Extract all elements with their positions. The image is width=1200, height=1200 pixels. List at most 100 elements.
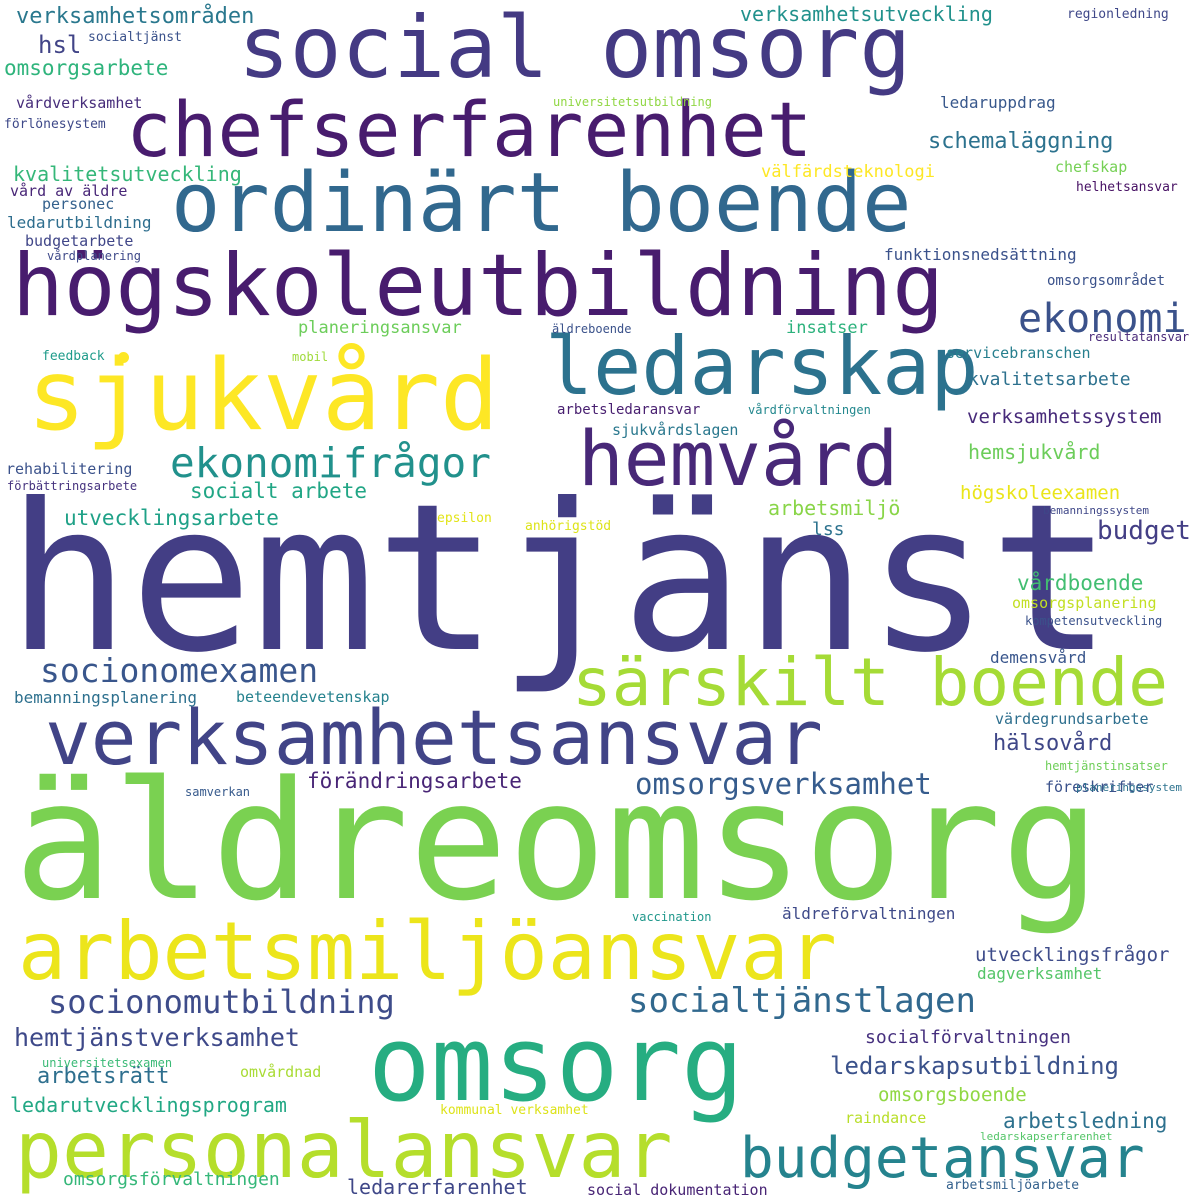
cloud-word-vardforvaltningen: vårdförvaltningen (748, 403, 871, 417)
cloud-word-omsorgsboende: omsorgsboende (878, 1084, 1027, 1106)
cloud-word-kommunal-verksamhet: kommunal verksamhet (440, 1103, 589, 1118)
cloud-word-vardegrundsarbete: värdegrundsarbete (995, 710, 1149, 728)
cloud-word-ledarutbildning: ledarutbildning (7, 213, 152, 232)
cloud-word-vard-av-aldre: vård av äldre (10, 182, 128, 200)
cloud-word-ekonomifragor: ekonomifrågor (170, 439, 491, 487)
cloud-word-ledarskapserfarenhet: ledarskapserfarenhet (980, 1130, 1113, 1143)
cloud-word-ledarskap: ledarskap (545, 320, 979, 413)
cloud-word-aldreomsorg: äldreomsorg (14, 746, 1101, 937)
cloud-word-socionomutbildning: socionomutbildning (48, 983, 395, 1021)
cloud-word-dagverksamhet: dagverksamhet (977, 964, 1103, 983)
cloud-word-ledaruppdrag: ledaruppdrag (940, 93, 1056, 112)
cloud-word-omsorg: omsorg (368, 1003, 744, 1125)
cloud-word-sjukvardslagen: sjukvårdslagen (612, 421, 739, 439)
cloud-word-mobil: mobil (292, 350, 329, 364)
cloud-word-raindance: raindance (845, 1109, 927, 1127)
cloud-word-aldreboende: äldreboende (552, 322, 632, 336)
cloud-word-hemvard: hemvård (578, 414, 899, 503)
cloud-word-socionomexamen: socionomexamen (40, 651, 319, 690)
cloud-word-feedback: feedback (42, 349, 105, 364)
cloud-word-socialtjanstlagen: socialtjänstlagen (628, 981, 976, 1021)
cloud-word-ledarerfarenhet: ledarerfarenhet (347, 1175, 528, 1199)
cloud-word-omvardnad: omvårdnad (240, 1063, 322, 1081)
cloud-word-sjukvard: sjukvård (27, 339, 500, 453)
cloud-word-socialtjanst: socialtjänst (88, 30, 182, 45)
cloud-word-ekonomi: ekonomi (1018, 296, 1187, 342)
cloud-word-forbattringsarbete: förbättringsarbete (7, 479, 138, 493)
cloud-word-social-omsorg: social omsorg (238, 0, 912, 98)
cloud-word-universitetsexamen: universitetsexamen (42, 1056, 173, 1070)
cloud-word-schemalaggning: schemaläggning (928, 129, 1114, 154)
cloud-word-budgetansvar: budgetansvar (740, 1126, 1145, 1191)
cloud-word-halsovard: hälsovård (993, 731, 1113, 756)
cloud-word-arbetsledning: arbetsledning (1003, 1109, 1168, 1133)
cloud-word-arbetsmiljoarbete: arbetsmiljöarbete (946, 1178, 1080, 1193)
cloud-word-kompetensutveckling: kompetensutveckling (1025, 614, 1163, 628)
cloud-word-hogskoleutbildning: högskoleutbildning (12, 236, 944, 336)
cloud-word-vaccination: vaccination (632, 910, 712, 924)
decorative-dot (118, 352, 129, 363)
cloud-word-utvecklingsarbete: utvecklingsarbete (64, 506, 279, 530)
cloud-word-epsilon: epsilon (437, 511, 492, 526)
cloud-word-hsl: hsl (38, 31, 82, 59)
cloud-word-hemtjanstinsatser: hemtjänstinsatser (1045, 759, 1168, 773)
cloud-word-utvecklingsfragor: utvecklingsfrågor (975, 944, 1170, 966)
cloud-word-lss: lss (812, 519, 845, 540)
cloud-word-ledarutvecklingsprogram: ledarutvecklingsprogram (10, 1093, 287, 1117)
cloud-word-arbetsmiljo: arbetsmiljö (768, 496, 901, 520)
cloud-word-kvalitetsarbete: kvalitetsarbete (968, 369, 1131, 390)
cloud-word-verksamhetsansvar: verksamhetsansvar (45, 693, 823, 782)
cloud-word-personec: personec (42, 195, 115, 213)
cloud-word-aldreforvaltningen: äldreförvaltningen (782, 904, 956, 923)
cloud-word-verksamhetsomraden: verksamhetsområden (16, 4, 255, 29)
cloud-word-social-dokumentation: social dokumentation (587, 1181, 768, 1199)
cloud-word-hemtjanstverksamhet: hemtjänstverksamhet (14, 1023, 300, 1052)
cloud-word-helhetsansvar: helhetsansvar (1076, 180, 1178, 195)
cloud-word-hemtjanst: hemtjänst (7, 461, 1113, 698)
cloud-word-socialforvaltningen: socialförvaltningen (865, 1027, 1071, 1048)
cloud-word-arbetsratt: arbetsrätt (37, 1064, 170, 1089)
cloud-word-hogskoleexamen: högskoleexamen (960, 482, 1121, 504)
cloud-word-beteendevetenskap: beteendevetenskap (236, 688, 390, 706)
cloud-word-valfardsteknologi: välfärdsteknologi (761, 162, 935, 182)
cloud-word-servicebranschen: servicebranschen (946, 344, 1091, 362)
cloud-word-funktionsnedsattning: funktionsnedsättning (884, 245, 1077, 264)
cloud-word-verksamhetssystem: verksamhetssystem (967, 406, 1162, 428)
cloud-word-vardplanering: vårdplanering (47, 249, 141, 263)
cloud-word-socialt-arbete: socialt arbete (190, 479, 368, 503)
cloud-word-bemanningssystem: bemanningssystem (1043, 504, 1149, 517)
cloud-word-forlonesystem: förlönesystem (4, 117, 106, 132)
cloud-word-forandringsarbete: förändringsarbete (307, 769, 522, 793)
cloud-word-samverkan: samverkan (185, 785, 251, 799)
cloud-word-demensvard: demensvård (990, 648, 1087, 667)
cloud-word-bemanningsplanering: bemanningsplanering (14, 688, 198, 707)
cloud-word-omsorgsverksamhet: omsorgsverksamhet (635, 767, 932, 801)
cloud-word-foreskrifter: föreskrifter (1045, 778, 1154, 796)
cloud-word-verksamhetsutveckling: verksamhetsutveckling (740, 2, 993, 26)
cloud-word-anhorigstod: anhörigstöd (525, 519, 612, 534)
cloud-word-omsorgsomradet: omsorgsområdet (1047, 273, 1166, 289)
cloud-word-ordinart-boende: ordinärt boende (171, 156, 912, 251)
cloud-word-resultatansvar: resultatansvar (1088, 330, 1190, 344)
cloud-word-chefskap: chefskap (1055, 158, 1128, 176)
cloud-word-hemsjukvard: hemsjukvård (968, 440, 1101, 464)
cloud-word-vardboende: vårdboende (1017, 571, 1144, 595)
cloud-word-rehabilitering: rehabilitering (6, 460, 133, 478)
cloud-word-universitetsutbildning: universitetsutbildning (553, 95, 712, 109)
cloud-word-arbetsledaransvar: arbetsledaransvar (557, 402, 701, 418)
cloud-word-sarskilt-boende: särskilt boende (572, 644, 1169, 721)
cloud-word-insatser: insatser (786, 318, 868, 338)
cloud-word-planeringssystem: planeringssystem (1076, 781, 1182, 794)
cloud-word-kvalitetsutveckling: kvalitetsutveckling (13, 162, 242, 186)
cloud-word-ledarskapsutbildning: ledarskapsutbildning (830, 1052, 1119, 1080)
cloud-word-planeringsansvar: planeringsansvar (298, 318, 462, 338)
cloud-word-arbetsmiljoansvar: arbetsmiljöansvar (18, 905, 837, 998)
cloud-word-regionledning: regionledning (1067, 7, 1169, 22)
cloud-word-vardverksamhet: vårdverksamhet (16, 94, 143, 112)
cloud-word-omsorgsforvaltningen: omsorgsförvaltningen (63, 1169, 280, 1190)
cloud-word-budgetarbete: budgetarbete (25, 232, 134, 250)
cloud-word-omsorgsplanering: omsorgsplanering (1012, 594, 1157, 612)
cloud-word-personalansvar: personalansvar (15, 1106, 673, 1196)
cloud-word-budget: budget (1097, 516, 1191, 546)
